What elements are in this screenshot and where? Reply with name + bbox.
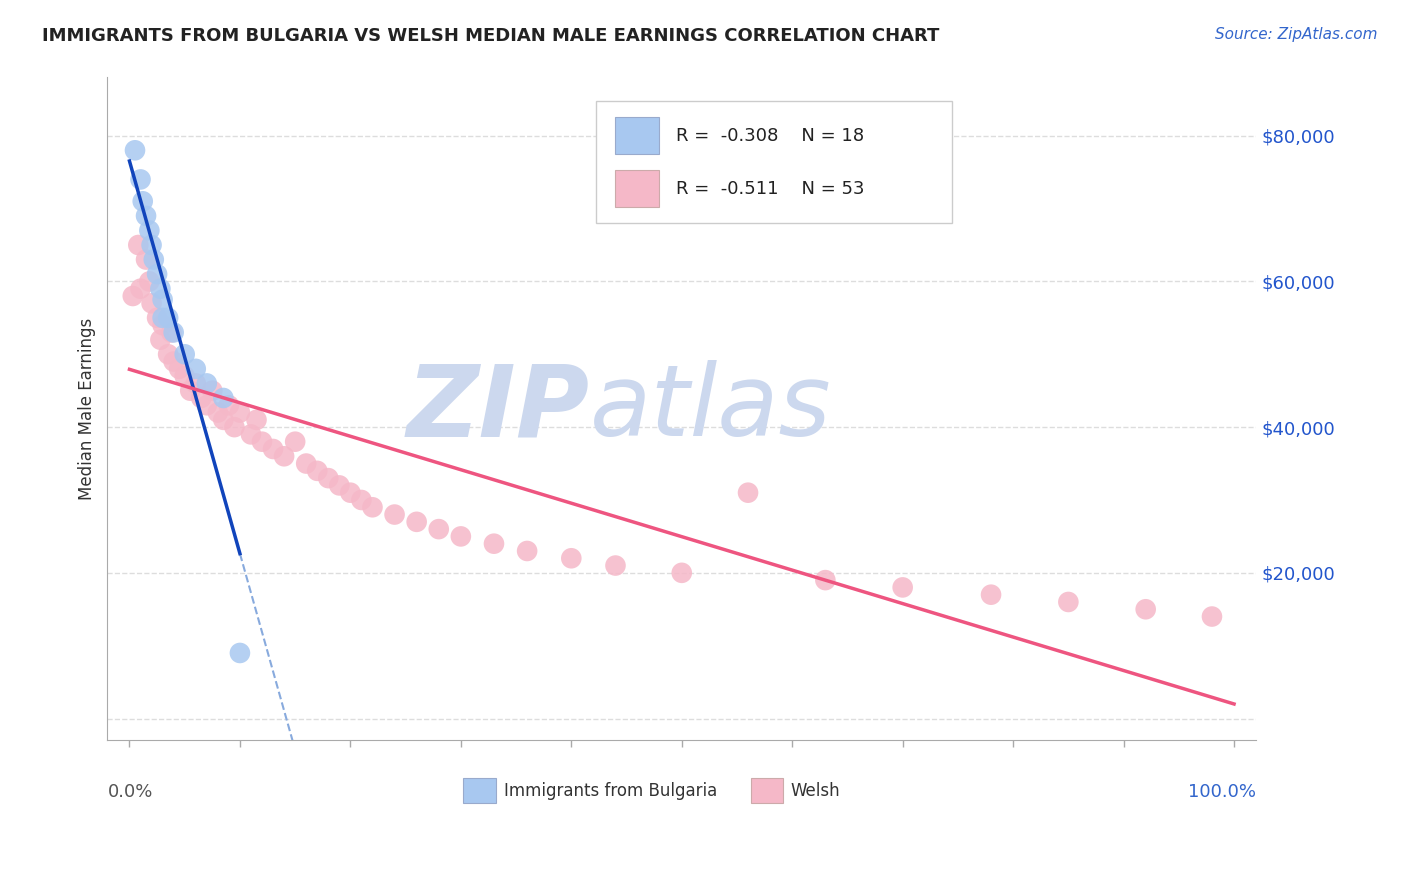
Point [152,318,174,333]
Point [146,267,169,281]
Point [339,485,361,500]
Point [814,573,837,587]
Point [152,310,174,325]
Point [121,289,143,303]
Point [127,238,149,252]
Point [328,478,350,492]
Point [184,376,207,391]
Y-axis label: Median Male Earnings: Median Male Earnings [79,318,96,500]
Point [1135,602,1157,616]
Point [138,274,160,288]
Text: R =  -0.308    N = 18: R = -0.308 N = 18 [676,127,865,145]
Text: ZIP: ZIP [406,360,591,458]
Point [295,457,318,471]
Point [157,310,180,325]
Point [245,413,267,427]
Text: 100.0%: 100.0% [1188,783,1256,802]
Point [195,376,218,391]
Point [737,485,759,500]
Point [240,427,263,442]
Point [160,326,183,340]
Point [149,282,172,296]
Point [273,450,295,464]
Point [229,646,252,660]
Point [157,347,180,361]
Text: Immigrants from Bulgaria: Immigrants from Bulgaria [503,781,717,800]
Point [427,522,450,536]
Point [384,508,406,522]
Text: Welsh: Welsh [792,781,841,800]
Point [284,434,307,449]
Point [141,296,163,310]
Point [1057,595,1080,609]
Point [671,566,693,580]
FancyBboxPatch shape [616,170,659,207]
Point [350,493,373,508]
Text: atlas: atlas [591,360,831,458]
FancyBboxPatch shape [596,101,952,223]
Point [361,500,384,515]
Point [212,391,235,405]
Point [405,515,427,529]
Point [262,442,284,456]
FancyBboxPatch shape [464,778,496,804]
Point [482,537,505,551]
Point [129,282,152,296]
Point [980,588,1002,602]
Point [560,551,582,566]
Point [138,223,160,237]
Point [179,384,201,398]
Point [316,471,339,485]
Point [141,238,163,252]
Point [135,252,157,267]
Point [229,406,252,420]
Point [124,143,146,157]
Text: IMMIGRANTS FROM BULGARIA VS WELSH MEDIAN MALE EARNINGS CORRELATION CHART: IMMIGRANTS FROM BULGARIA VS WELSH MEDIAN… [42,27,939,45]
Point [146,310,169,325]
Point [152,293,174,307]
Point [195,398,218,412]
Point [212,413,235,427]
Point [173,347,195,361]
Point [163,354,186,368]
Point [149,333,172,347]
Text: 0.0%: 0.0% [107,783,153,802]
Point [450,529,472,543]
Point [207,406,229,420]
Point [201,384,224,398]
Point [1201,609,1223,624]
Text: Source: ZipAtlas.com: Source: ZipAtlas.com [1215,27,1378,42]
FancyBboxPatch shape [751,778,783,804]
Text: R =  -0.511    N = 53: R = -0.511 N = 53 [676,180,865,198]
Point [173,369,195,384]
Point [218,398,240,412]
Point [307,464,329,478]
Point [184,362,207,376]
Point [224,420,246,434]
Point [516,544,538,558]
Point [167,362,190,376]
Point [129,172,152,186]
Point [163,326,186,340]
Point [891,581,914,595]
Point [190,391,212,405]
Point [132,194,155,209]
Point [135,209,157,223]
Point [250,434,273,449]
Point [142,252,165,267]
Point [605,558,627,573]
FancyBboxPatch shape [616,117,659,153]
